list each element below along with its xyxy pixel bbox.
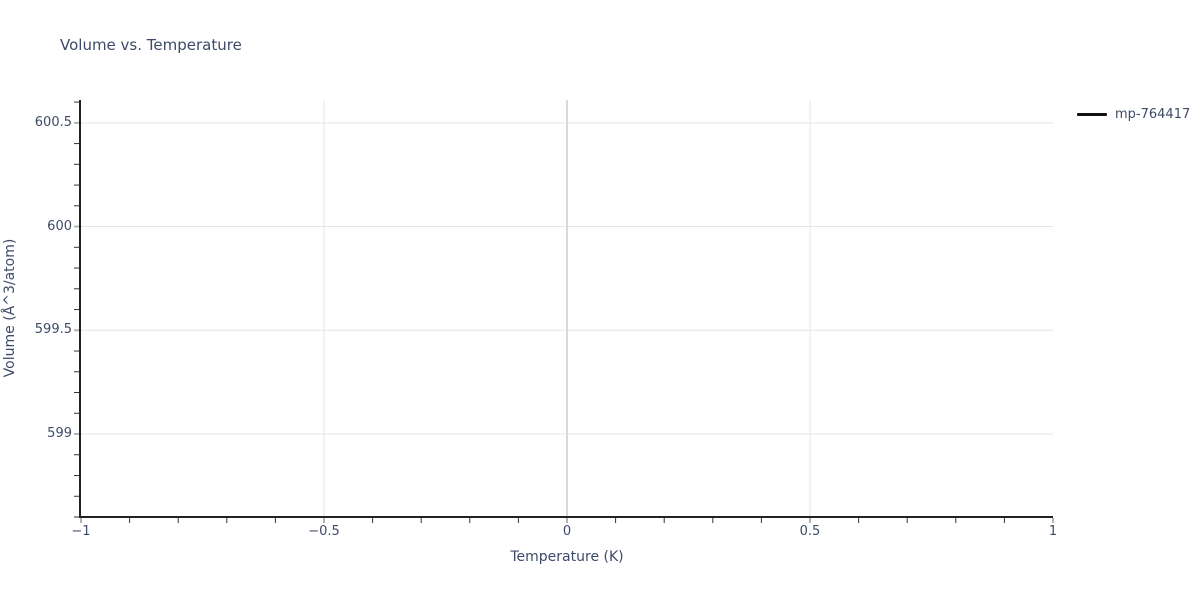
legend-label: mp-764417 — [1115, 107, 1191, 122]
x-tick-label: −0.5 — [308, 524, 340, 539]
chart-title: Volume vs. Temperature — [60, 36, 242, 54]
x-axis-title: Temperature (K) — [510, 549, 624, 565]
x-tick-label: 0.5 — [799, 524, 821, 539]
y-tick-label: 600 — [47, 218, 72, 234]
y-tick-label: 599.5 — [34, 322, 72, 338]
y-axis-title: Volume (Å^3/atom) — [2, 238, 18, 378]
x-tick-label: −1 — [71, 524, 91, 539]
x-tick-label: 0 — [562, 524, 572, 539]
y-tick-label: 599 — [47, 426, 72, 441]
legend-item-mp-764417[interactable]: mp-764417 — [1077, 107, 1190, 122]
plot-area[interactable] — [81, 100, 1053, 517]
legend-line-icon — [1077, 113, 1107, 116]
y-tick-label: 600.5 — [34, 114, 72, 130]
legend: mp-764417 — [1077, 107, 1190, 122]
x-tick-label: 1 — [1048, 524, 1058, 539]
